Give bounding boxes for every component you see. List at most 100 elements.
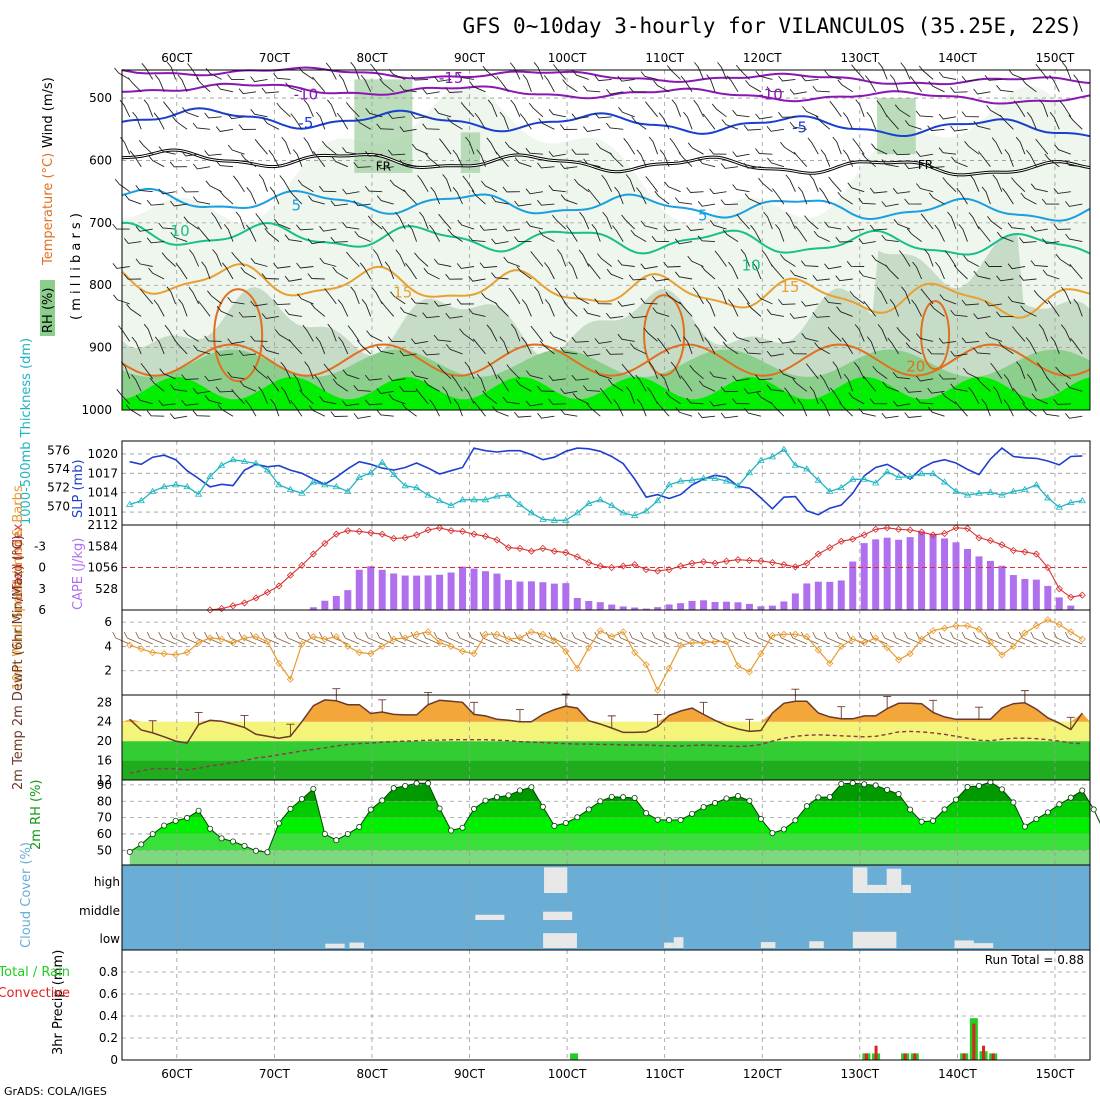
wind-barb [215, 160, 234, 168]
wind-barb [126, 303, 142, 317]
wind-barb [766, 86, 784, 93]
wind-barb [410, 113, 429, 119]
rh-point [149, 831, 156, 838]
wind-barb [663, 261, 681, 268]
rh-point [712, 800, 719, 807]
wind-barb [204, 112, 222, 119]
wind-barb [148, 267, 165, 280]
wind-speed-point [160, 650, 168, 658]
wind-barb [605, 312, 624, 319]
li-point [814, 550, 822, 558]
wind-barb [215, 386, 234, 393]
wind-speed-point [596, 627, 604, 635]
wind-barb [792, 378, 808, 392]
wind-barb [1026, 149, 1037, 167]
wind-barb [399, 126, 417, 132]
wind-speed-point [573, 664, 581, 672]
wind-barb [307, 195, 325, 205]
thickness-point [608, 501, 616, 508]
wind-barb [140, 363, 154, 380]
cape-bar [803, 583, 811, 610]
wind-barb [365, 151, 383, 157]
wind-barb [240, 267, 257, 280]
rh-point [677, 817, 684, 824]
wind-barb [223, 224, 234, 242]
wind-barb [915, 110, 934, 118]
isotherm-15 [121, 263, 1091, 319]
wind-barb-10m [433, 631, 452, 645]
wind-barb [499, 111, 509, 130]
wind-barb-10m [777, 631, 796, 645]
cape-bar [722, 601, 730, 610]
wind-barb [594, 338, 612, 344]
wind-barb [984, 75, 1002, 81]
wind-barb [496, 76, 509, 93]
wind-barb [312, 76, 326, 93]
wind-barb [279, 175, 291, 192]
cape-bar [654, 607, 662, 610]
wind-speed-point [206, 634, 214, 642]
wind-barb-10m [892, 631, 911, 645]
wind-barb [380, 301, 395, 317]
wind-barb [514, 411, 532, 418]
temp-band [122, 760, 1090, 780]
wind-barb [984, 261, 1002, 267]
wind-barb [938, 147, 957, 155]
wind-barb [297, 293, 314, 305]
wind-barb [215, 126, 234, 132]
wind-barb [755, 148, 773, 155]
wind-barb [270, 398, 280, 417]
wind-barb-10m [628, 631, 647, 645]
wind-barb [565, 225, 578, 242]
wind-barb [643, 327, 658, 342]
wind-barb [548, 398, 566, 405]
wind-barb [999, 114, 1014, 130]
li-point [711, 559, 719, 567]
wind-barb [472, 338, 486, 355]
wind-barb [250, 76, 268, 83]
rh-point [505, 792, 512, 799]
wind-barb [1046, 376, 1060, 392]
wind-barb [258, 386, 268, 404]
wind-barb [582, 385, 601, 392]
cape-bar [619, 606, 627, 610]
wind-barb-10m [582, 631, 601, 645]
wind-speed-point [780, 630, 788, 638]
wind-barb [916, 183, 934, 193]
wind-barb [479, 262, 498, 269]
thickness-point [630, 511, 639, 519]
wind-barb [625, 174, 636, 192]
wind-barb [721, 119, 739, 130]
wind-barb [709, 371, 727, 380]
wind-barb [434, 108, 452, 118]
wind-barb [124, 194, 142, 205]
wind-barb [772, 188, 785, 205]
wind-barb [961, 76, 980, 82]
wind-barb [161, 252, 176, 267]
wind-barb [775, 224, 785, 242]
rh-point [838, 780, 845, 787]
wind-barb [881, 201, 899, 207]
wind-speed-point [436, 639, 444, 647]
wind-barb [904, 387, 922, 393]
rh-point [344, 830, 351, 837]
wind-barb [683, 336, 693, 355]
thickness-point [401, 482, 409, 489]
thickness-point [860, 475, 868, 482]
wind-speed-point [734, 662, 742, 670]
wind-barb [938, 113, 957, 120]
wind-speed-point [608, 633, 616, 641]
thickness-point [699, 474, 708, 481]
wind-barb [594, 75, 612, 82]
dewpoint-line [129, 730, 1083, 774]
cape-bar [459, 566, 467, 610]
precip-conv-bar [982, 1045, 986, 1060]
wind-barb [415, 388, 429, 405]
wind-barb [789, 313, 807, 319]
thickness-point [389, 470, 398, 477]
thickness-point [183, 482, 191, 490]
slp-tick: 1011 [87, 505, 118, 519]
wind-speed-point [344, 642, 352, 650]
li-point [286, 571, 294, 579]
wind-barb [433, 300, 452, 307]
